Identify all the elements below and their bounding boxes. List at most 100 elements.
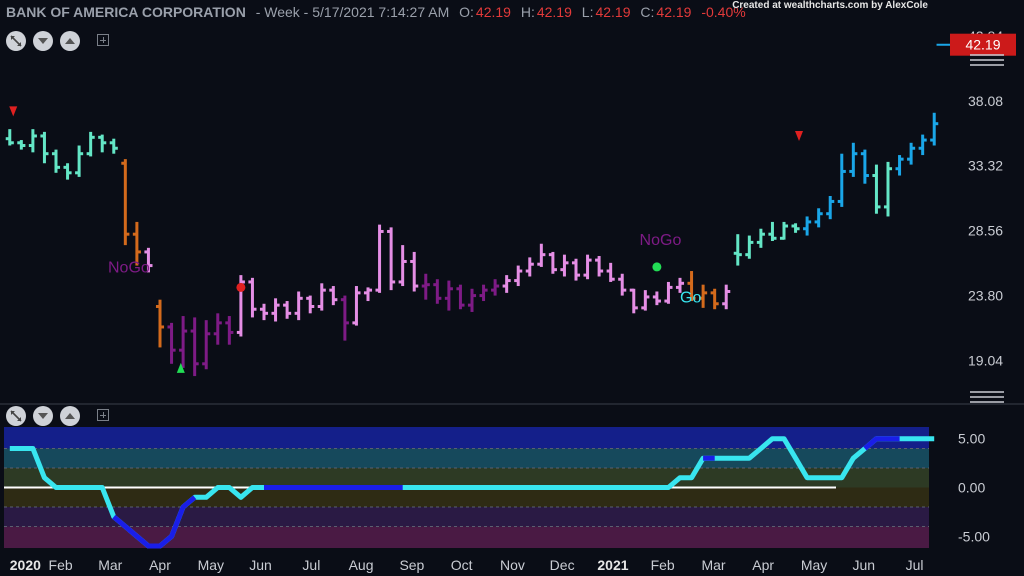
price-bar <box>733 234 742 266</box>
price-bar <box>467 288 477 312</box>
price-bar <box>51 149 61 173</box>
price-bar <box>652 291 661 306</box>
oscillator-line-segment <box>863 436 900 451</box>
last-price-tag <box>950 33 1016 56</box>
price-bar <box>895 155 904 176</box>
chevron-down-icon[interactable] <box>33 406 53 426</box>
y-tick-label: 33.32 <box>968 158 1003 174</box>
add-panel-icon[interactable] <box>97 409 109 421</box>
price-bar <box>537 243 546 267</box>
price-bar <box>641 290 650 311</box>
open-label: O: <box>459 4 474 20</box>
price-bar <box>236 275 245 337</box>
x-tick-label: May <box>198 557 224 573</box>
oscillator-zone <box>4 507 929 527</box>
high-label: H: <box>520 4 535 20</box>
oscillator-tick-label: 0.00 <box>958 480 985 496</box>
x-tick-label: Sep <box>399 557 424 573</box>
price-bar <box>63 163 72 180</box>
x-tick-label: Jun <box>852 557 875 573</box>
price-bar <box>179 316 188 368</box>
price-bar <box>421 273 430 300</box>
chevron-up-icon[interactable] <box>60 31 80 51</box>
price-bar <box>86 131 95 157</box>
hamburger-icon <box>970 391 1004 403</box>
price-bar <box>491 279 500 296</box>
price-bar <box>121 159 130 246</box>
price-bar <box>40 131 49 164</box>
expand-icon[interactable] <box>6 31 26 51</box>
high-value: 42.19 <box>536 4 572 20</box>
price-bar <box>306 295 315 314</box>
price-bar <box>837 153 846 207</box>
y-tick-label: 42.84 <box>968 28 1003 44</box>
oscillator-zone <box>4 487 929 508</box>
price-bar <box>398 245 407 287</box>
y-tick-label: 28.56 <box>968 223 1003 239</box>
price-bar <box>722 284 731 310</box>
price-bar <box>17 140 26 150</box>
timeframe-label: - Week - 5/17/2021 7:14:27 AM <box>255 4 450 20</box>
add-panel-icon[interactable] <box>97 34 109 46</box>
price-bar <box>606 262 615 282</box>
price-bar <box>444 280 453 311</box>
signal-annotation: Go <box>680 289 701 306</box>
price-bar <box>826 195 835 220</box>
price-bar <box>548 251 557 274</box>
price-bar <box>375 224 384 293</box>
price-bar <box>283 301 292 319</box>
y-tick-label: 23.80 <box>968 288 1003 304</box>
y-tick-label: 19.04 <box>968 353 1003 369</box>
price-bar <box>618 273 627 296</box>
signal-triangle-down <box>9 106 18 117</box>
last-price-tag-label: 42.19 <box>965 37 1000 53</box>
close-label: C: <box>640 4 655 20</box>
chevron-down-icon[interactable] <box>33 31 53 51</box>
signal-dot <box>652 262 662 272</box>
price-bar <box>687 271 696 302</box>
x-tick-label: Oct <box>451 557 473 573</box>
price-bar <box>294 291 303 321</box>
x-tick-label: Feb <box>651 557 675 573</box>
credit-text: Created at wealthcharts.com by AlexCole <box>732 0 928 11</box>
price-bar <box>514 265 523 287</box>
price-bar <box>560 254 569 277</box>
oscillator-tick-label: 5.00 <box>958 431 985 447</box>
price-bar <box>779 221 789 240</box>
title-bar: BANK OF AMERICA CORPORATION - Week - 5/1… <box>6 4 752 22</box>
chevron-up-icon[interactable] <box>60 406 80 426</box>
price-bar <box>595 256 604 277</box>
price-bar <box>225 316 234 345</box>
signal-annotation: NoGo <box>108 259 150 276</box>
x-tick-label: Aug <box>349 557 374 573</box>
price-bar <box>803 216 812 236</box>
price-bar <box>456 284 465 310</box>
price-bar <box>710 288 719 310</box>
price-bar <box>167 322 176 364</box>
x-tick-label: Apr <box>149 557 171 573</box>
price-bar <box>583 254 592 280</box>
signal-triangle-up <box>176 362 185 373</box>
price-bar <box>872 164 881 214</box>
price-bar <box>756 228 765 248</box>
low-label: L: <box>581 4 594 20</box>
price-bar <box>340 295 349 341</box>
price-bar <box>317 283 326 311</box>
oscillator-zone <box>4 448 929 468</box>
price-bar <box>918 134 927 156</box>
oscillator-line-segment <box>112 495 197 549</box>
signal-annotation: NoGo <box>640 232 682 249</box>
price-bar <box>329 286 338 306</box>
oscillator-tick-label: -5.00 <box>958 528 990 544</box>
price-bar <box>675 277 685 293</box>
expand-icon[interactable] <box>6 406 26 426</box>
oscillator-zone <box>4 467 929 488</box>
x-tick-label: Feb <box>49 557 73 573</box>
signal-triangle-down <box>795 130 804 141</box>
signal-dot <box>236 282 246 292</box>
price-bar <box>387 227 396 291</box>
price-bar <box>410 251 419 292</box>
oscillator-zone <box>4 427 929 449</box>
